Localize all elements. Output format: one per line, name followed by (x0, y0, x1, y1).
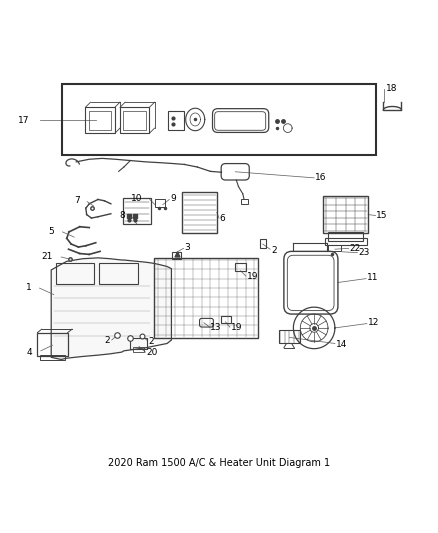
Bar (37, 333, 67, 357)
Text: 1: 1 (26, 283, 32, 292)
Text: 10: 10 (131, 193, 142, 203)
Text: 22: 22 (350, 244, 361, 253)
Text: 9: 9 (170, 193, 176, 203)
Text: 2: 2 (271, 246, 276, 255)
Bar (120, 107, 149, 133)
Text: 13: 13 (210, 324, 222, 333)
Text: 14: 14 (336, 340, 347, 349)
Bar (182, 192, 217, 233)
Bar (99, 263, 138, 284)
Bar (236, 263, 246, 271)
Text: 12: 12 (368, 318, 379, 327)
Text: 5: 5 (48, 227, 54, 236)
Polygon shape (51, 258, 171, 359)
Text: 15: 15 (376, 211, 388, 220)
Text: 4: 4 (27, 348, 32, 357)
Bar (323, 196, 368, 233)
Bar (131, 338, 147, 349)
Bar (168, 111, 184, 130)
Text: 2: 2 (104, 336, 110, 345)
Text: 8: 8 (119, 212, 125, 221)
Text: 16: 16 (315, 173, 326, 182)
Text: 2020 Ram 1500 A/C & Heater Unit Diagram 1: 2020 Ram 1500 A/C & Heater Unit Diagram … (108, 458, 330, 469)
Text: 3: 3 (184, 243, 190, 252)
Bar (155, 199, 165, 207)
Bar (134, 348, 144, 352)
Bar (328, 245, 340, 252)
Bar (56, 263, 95, 284)
Bar (39, 355, 66, 360)
Text: 18: 18 (385, 84, 397, 93)
Text: 11: 11 (367, 273, 378, 282)
Bar (172, 252, 181, 259)
Bar (63, 84, 375, 155)
Text: 17: 17 (18, 116, 30, 125)
Text: 19: 19 (247, 272, 258, 281)
Text: 6: 6 (220, 214, 226, 223)
Text: 19: 19 (231, 324, 242, 333)
Bar (260, 239, 266, 248)
Bar (85, 107, 115, 133)
Bar (279, 329, 300, 343)
Bar (123, 198, 151, 224)
Bar (154, 258, 258, 338)
Bar (124, 111, 146, 130)
Bar (328, 232, 364, 240)
Bar (89, 111, 111, 130)
Bar (221, 316, 231, 322)
Text: 23: 23 (358, 248, 370, 257)
Text: 21: 21 (41, 252, 53, 261)
Text: 2: 2 (148, 337, 154, 346)
Text: 20: 20 (146, 349, 158, 358)
Bar (241, 199, 247, 204)
Bar (325, 238, 367, 245)
Text: 7: 7 (74, 196, 80, 205)
